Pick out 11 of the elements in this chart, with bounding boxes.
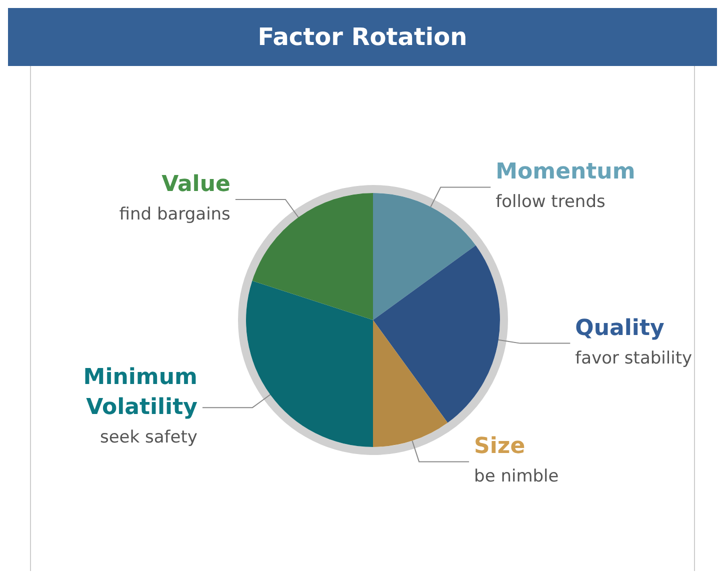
- text: be nimble: [474, 466, 559, 487]
- text: seek safety: [100, 428, 198, 448]
- slice-label: Quality: [575, 316, 664, 341]
- text: follow trends: [496, 192, 606, 212]
- text: find bargains: [119, 204, 231, 224]
- slice-label: Minimum Volatility: [83, 365, 198, 420]
- text: favor stability: [575, 348, 692, 368]
- slice-label: Momentum: [496, 160, 636, 185]
- slice-label: Size: [474, 434, 526, 460]
- slice-label: Value: [162, 172, 230, 197]
- chart-title: Factor Rotation: [8, 8, 717, 66]
